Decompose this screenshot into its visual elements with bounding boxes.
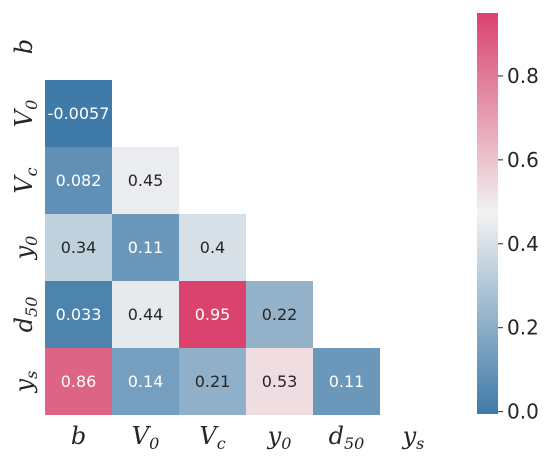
cell-value-label: 0.53 — [262, 372, 298, 391]
cell-value-label: 0.45 — [128, 171, 164, 190]
x-tick-label: b — [71, 422, 86, 450]
cell-value-label: 0.11 — [329, 372, 365, 391]
heatmap-cell — [112, 281, 179, 348]
cell-value-label: 0.082 — [56, 171, 102, 190]
heatmap-cell — [45, 281, 112, 348]
cell-value-label: 0.22 — [262, 305, 298, 324]
colorbar: 0.0 0.2 0.4 0.6 0.8 — [477, 13, 539, 424]
y-tick-label: Vc — [10, 167, 41, 193]
colorbar-tick-label: 0.0 — [507, 400, 539, 424]
heatmap-cell — [45, 348, 112, 415]
cell-value-label: 0.86 — [61, 372, 97, 391]
cell-value-label: 0.033 — [56, 305, 102, 324]
y-tick-label: d50 — [10, 297, 41, 333]
heatmap-cell — [179, 348, 246, 415]
x-tick-label: Vc — [199, 422, 225, 453]
cell-value-label: 0.95 — [195, 305, 231, 324]
x-tick-labels: b V0 Vc y0 d50 ys — [71, 422, 425, 453]
cell-value-label: 0.44 — [128, 305, 164, 324]
heatmap-cell — [45, 80, 112, 147]
colorbar-tick-label: 0.2 — [507, 316, 539, 340]
heatmap-cell — [179, 281, 246, 348]
heatmap-cell — [112, 147, 179, 214]
y-tick-label: y0 — [10, 236, 41, 261]
x-tick-label: V0 — [132, 422, 160, 453]
heatmap-cells: -0.0057 0.082 0.45 0.34 0.11 0.4 0.033 0.44 0.95… — [45, 80, 380, 415]
heatmap-cell — [45, 214, 112, 281]
heatmap-cell — [112, 214, 179, 281]
colorbar-tick-label: 0.6 — [507, 148, 539, 172]
colorbar-gradient — [477, 13, 498, 414]
y-tick-label: b — [10, 39, 38, 54]
cell-value-label: 0.21 — [195, 372, 231, 391]
y-tick-label: ys — [10, 371, 41, 394]
cell-value-label: -0.0057 — [48, 104, 110, 123]
heatmap-cell — [179, 214, 246, 281]
x-tick-label: y0 — [267, 422, 292, 453]
heatmap-cell — [246, 348, 313, 415]
cell-value-label: 0.11 — [128, 238, 164, 257]
x-tick-label: d50 — [329, 422, 365, 453]
heatmap-cell — [45, 147, 112, 214]
colorbar-tick-label: 0.4 — [507, 232, 539, 256]
heatmap-cell — [246, 281, 313, 348]
heatmap-cell — [313, 348, 380, 415]
colorbar-tick-label: 0.8 — [507, 64, 539, 88]
heatmap-cell — [112, 348, 179, 415]
cell-value-label: 0.4 — [200, 238, 225, 257]
x-tick-label: ys — [402, 422, 425, 453]
cell-value-label: 0.14 — [128, 372, 164, 391]
cell-value-label: 0.34 — [61, 238, 97, 257]
y-tick-labels: b V0 Vc y0 d50 ys — [10, 39, 41, 394]
y-tick-label: V0 — [10, 100, 41, 128]
